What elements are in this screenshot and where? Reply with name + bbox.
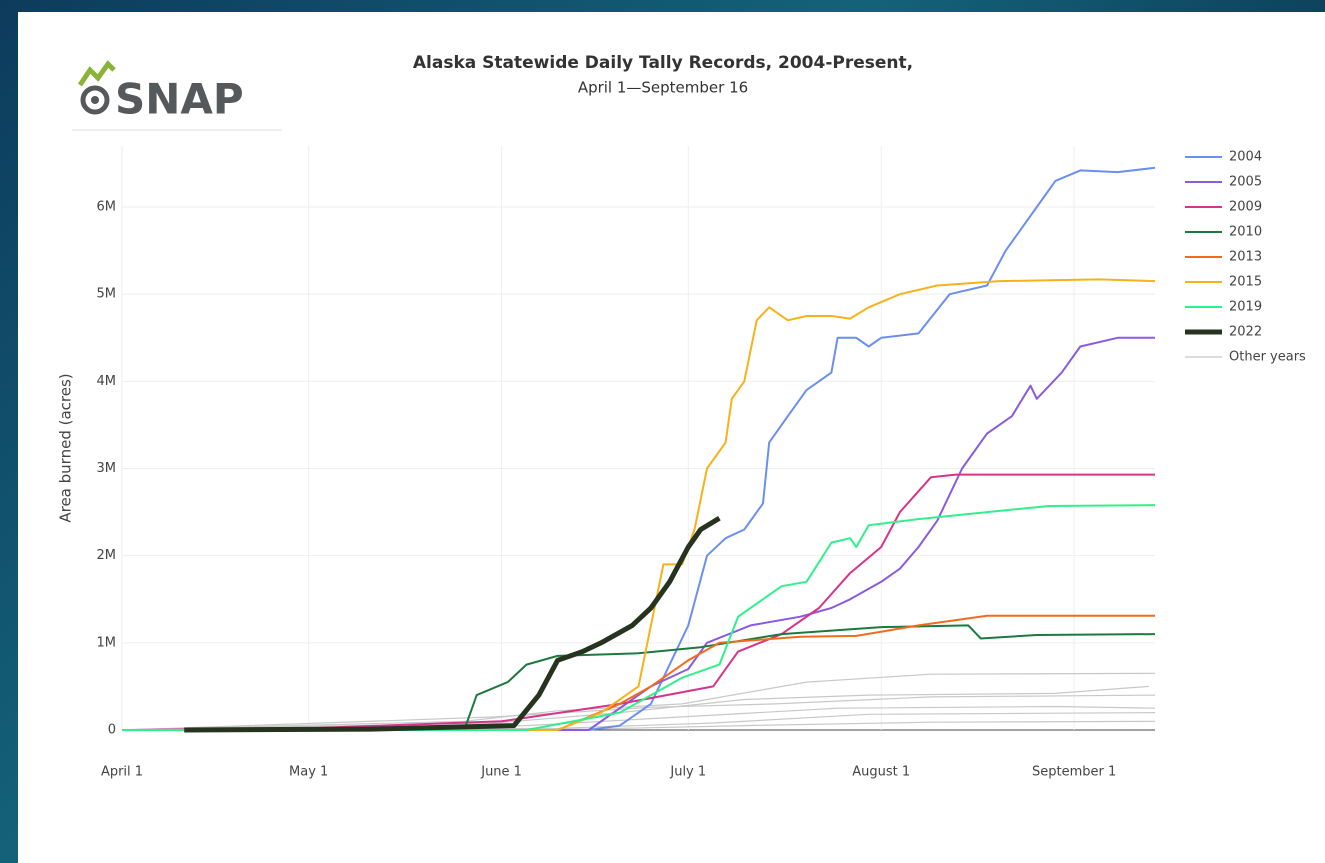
chart-title: Alaska Statewide Daily Tally Records, 20… [413,53,913,73]
y-tick-label: 6M [97,200,117,215]
chart: SNAP Alaska Statewide Daily Tally Record… [0,0,1325,863]
x-tick-label: July 1 [669,765,706,780]
legend-label: 2010 [1229,225,1262,240]
panel [18,12,1325,863]
legend-label: Other years [1229,350,1306,365]
legend-label: 2022 [1229,325,1262,340]
y-tick-label: 2M [97,548,117,563]
logo-icon [91,96,99,104]
chart-subtitle: April 1—September 16 [578,79,748,97]
y-tick-label: 4M [97,374,117,389]
legend-label: 2019 [1229,300,1262,315]
legend-label: 2013 [1229,250,1262,265]
y-tick-label: 1M [97,635,117,650]
page: SNAP Alaska Statewide Daily Tally Record… [0,0,1325,863]
legend-label: 2009 [1229,200,1262,215]
logo-text: SNAP [115,75,244,124]
x-tick-label: May 1 [289,765,328,780]
x-tick-label: April 1 [101,765,143,780]
x-tick-label: September 1 [1032,765,1116,780]
legend-label: 2015 [1229,275,1262,290]
x-tick-label: June 1 [480,765,522,780]
y-axis-title: Area burned (acres) [57,373,75,522]
y-tick-label: 0 [108,723,116,738]
x-tick-label: August 1 [852,765,910,780]
legend-label: 2005 [1229,175,1262,190]
y-tick-label: 3M [97,461,117,476]
legend-label: 2004 [1229,150,1262,165]
y-tick-label: 5M [97,287,117,302]
